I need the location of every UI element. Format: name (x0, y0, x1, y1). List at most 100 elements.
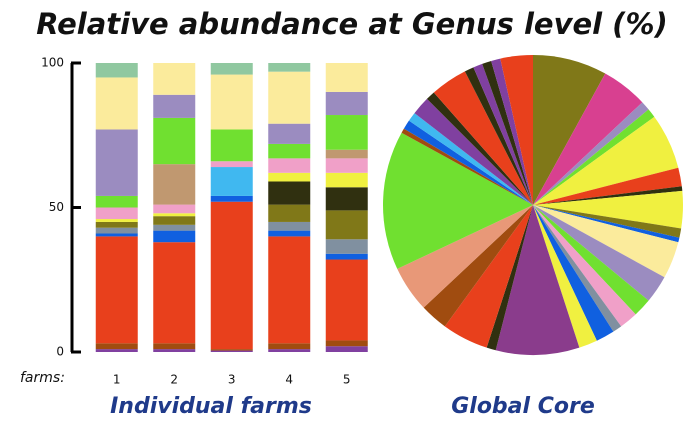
bar-segment (153, 63, 196, 95)
pie-slice (397, 205, 533, 308)
bar-segment (268, 172, 311, 182)
bar-segment (153, 213, 196, 217)
y-tick-label: 50 (49, 200, 64, 214)
bar-segment (210, 350, 253, 352)
bar-segment (95, 349, 138, 352)
pie-slice (495, 205, 580, 356)
x-tick-label: 4 (285, 373, 293, 387)
bar-segment (325, 259, 368, 341)
pie-slice (486, 205, 533, 351)
pie-slice (383, 132, 533, 269)
bar-segment (325, 253, 368, 260)
bar-segment (95, 219, 138, 222)
bar-segment (153, 204, 196, 214)
bar-segment (95, 129, 138, 196)
x-tick-label: 1 (113, 373, 121, 387)
pie-caption: Global Core (451, 394, 595, 419)
bar-segment (325, 172, 368, 188)
bar-segment (95, 63, 138, 78)
pie-slice (403, 120, 533, 205)
pie-slice (491, 58, 533, 205)
bar-segment (95, 233, 138, 237)
bar-segment (210, 201, 253, 350)
bar-segment (95, 221, 138, 228)
bar-segment (153, 164, 196, 205)
page-title: Relative abundance at Genus level (%) (36, 7, 668, 41)
pie-slice (433, 71, 533, 205)
pie-slice (414, 98, 533, 205)
bar-segment (210, 195, 253, 202)
pie-slice (533, 190, 683, 229)
bar-segment (325, 91, 368, 116)
bar-segment (210, 167, 253, 196)
bar-segment (268, 71, 311, 124)
bar-segment (210, 74, 253, 130)
bar-segment (325, 63, 368, 92)
pie-slice (533, 116, 679, 205)
bar-segment (268, 123, 311, 144)
pie-slice (533, 109, 655, 205)
bar-segment (268, 158, 311, 173)
pie-slice (408, 113, 533, 205)
pie-slice (533, 205, 682, 238)
x-tick-label: 5 (343, 373, 351, 387)
bar-segment (268, 221, 311, 231)
pie-slice (500, 55, 533, 205)
bar-segment (153, 224, 196, 231)
bar-segment (95, 343, 138, 350)
bar-segment (95, 195, 138, 208)
pie-slice (533, 205, 649, 315)
x-tick-label: 2 (170, 373, 178, 387)
bar-segment (325, 115, 368, 150)
bar-segment (268, 63, 311, 72)
pie-slice (533, 73, 643, 205)
bar-segment (210, 349, 253, 351)
x-tick-label: 3 (228, 373, 236, 387)
bar-caption: Individual farms (110, 394, 312, 419)
bar-segment (153, 230, 196, 243)
bar-segment (210, 129, 253, 162)
bar-segment (153, 117, 196, 165)
pie-slice (533, 205, 679, 278)
bar-segment (325, 340, 368, 347)
bar-segment (153, 94, 196, 118)
pie-slice (533, 205, 622, 332)
bar-segment (325, 346, 368, 352)
bar-segment (210, 63, 253, 75)
y-tick-label: 100 (41, 56, 64, 70)
bar-segment (95, 236, 138, 344)
pie-slice (444, 205, 533, 348)
bar-segment (325, 149, 368, 159)
bar-segment (210, 161, 253, 168)
bar-segment (268, 236, 311, 344)
pie-slice (533, 102, 649, 205)
bar-segment (268, 181, 311, 205)
bar-segment (325, 187, 368, 211)
pie-slice (464, 67, 533, 205)
bar-segment (268, 349, 311, 352)
pie-slice (533, 205, 636, 327)
pie-slice (533, 167, 682, 205)
bar-segment (153, 343, 196, 350)
bar-segment (268, 230, 311, 237)
bar-segment (268, 343, 311, 350)
pie-slice (482, 60, 533, 205)
pie-slice (533, 205, 680, 243)
pie-slice (473, 63, 533, 205)
bar-segment (153, 349, 196, 352)
bar-segment (325, 210, 368, 240)
bar-segment (95, 227, 138, 234)
bar-segment (153, 216, 196, 225)
bar-segment (95, 207, 138, 220)
pie-slice (401, 128, 533, 205)
pie-slice (533, 205, 614, 341)
bar-segment (268, 204, 311, 222)
pie-slice (533, 205, 665, 301)
x-axis-label: farms: (20, 370, 65, 386)
bar-segment (153, 242, 196, 344)
bar-segment (325, 239, 368, 254)
pie-slice (426, 92, 533, 205)
bar-segment (268, 143, 311, 159)
pie-slice (533, 186, 683, 205)
